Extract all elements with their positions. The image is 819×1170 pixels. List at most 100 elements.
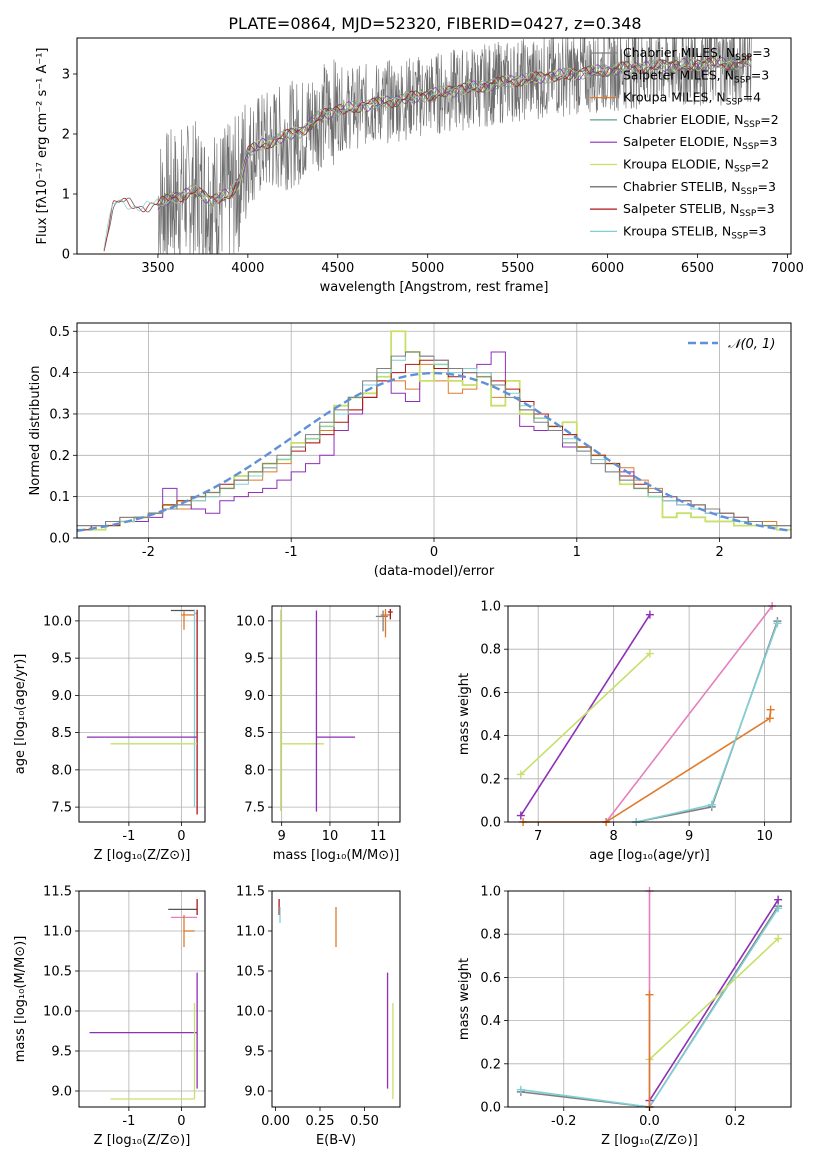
weight-marker (766, 705, 775, 714)
weight-marker (516, 1085, 525, 1094)
x-tick-label: -1 (122, 1114, 135, 1129)
legend-label: Chabrier ELODIE, NSSP=2 (623, 112, 779, 130)
x-tick-label: 4000 (231, 261, 264, 276)
x-tick-label: 11 (370, 829, 387, 844)
panel-age_vs_Z: -1 0 7.5 8.0 8.5 9.0 9.5 10.0 Z [log₁₀(Z/Z⊙)] age… (13, 605, 206, 863)
panel-residuals: -2 -1 0 1 2 0.0 0.1 0.2 0.3 0.4 0.5 (data-model)/er… (28, 322, 792, 579)
y-tick-label: 9.5 (51, 652, 72, 667)
axes-frame (78, 605, 206, 823)
y-tick-label: 0.8 (480, 928, 501, 943)
model-line-salpeter-elodie (157, 57, 752, 211)
axes-frame (271, 605, 401, 823)
plot-area-residuals (76, 330, 792, 532)
legend-label: Kroupa MILES, NSSP=4 (623, 90, 761, 108)
x-axis-label: Z [log₁₀(Z/Z⊙)] (601, 1133, 698, 1148)
axes-frame (507, 890, 792, 1108)
x-tick-label: -1 (122, 829, 135, 844)
errorbar-point (110, 1003, 196, 1100)
plot-area-spectrum (103, 38, 752, 254)
x-tick-label: 7 (534, 829, 542, 844)
errorbar-point (387, 608, 393, 620)
y-tick-label: 1.0 (480, 600, 501, 615)
y-tick-label: 0.6 (480, 971, 501, 986)
weight-marker (774, 934, 783, 943)
y-tick-label: 10.0 (236, 1005, 265, 1020)
x-tick-label: 8 (610, 829, 618, 844)
plot-area-age_vs_Z (86, 609, 198, 815)
y-tick-label: 7.5 (244, 801, 265, 816)
y-tick-label: 11.5 (236, 885, 265, 900)
y-tick-label: 11.0 (43, 925, 72, 940)
panel-spectrum: 3500 4000 4500 5000 5500 6000 6500 7000 0 1 2 3 wave… (35, 37, 804, 295)
axes-frame (507, 605, 792, 823)
weight-marker (774, 895, 783, 904)
y-tick-label: 9.0 (51, 689, 72, 704)
panel-weight_vs_Z: -0.2 0.0 0.2 0.0 0.2 0.4 0.6 0.8 1.0 Z [log₁₀(Z/Z… (457, 885, 792, 1148)
plot-area-weight_vs_Z (516, 887, 783, 1111)
weight-marker (765, 714, 774, 723)
y-tick-label: 11.5 (43, 885, 72, 900)
y-tick-label: 11.0 (236, 925, 265, 940)
x-tick-label: -1 (285, 545, 298, 560)
weight-marker (645, 649, 654, 658)
legend-label: Chabrier STELIB, NSSP=3 (623, 179, 776, 197)
weight-line-kroupa-stelib (636, 623, 779, 823)
axes-frame (78, 890, 206, 1108)
y-tick-label: 0.2 (480, 772, 501, 787)
y-axis-label: age [log₁₀(age/yr)] (13, 654, 28, 775)
y-tick-label: 0.0 (49, 532, 70, 547)
y-tick-label: 8.5 (244, 726, 265, 741)
y-tick-label: 1 (62, 188, 70, 203)
weight-line-kroupa-elodie (648, 937, 779, 1061)
y-tick-label: 10.0 (43, 1005, 72, 1020)
x-tick-label: 0.50 (350, 1114, 379, 1129)
y-axis-label: mass weight (457, 958, 472, 1040)
x-tick-label: 1 (573, 545, 581, 560)
y-tick-label: 7.5 (51, 801, 72, 816)
y-tick-label: 9.5 (244, 652, 265, 667)
x-axis-label: (data-model)/error (374, 564, 495, 579)
legend-label: Chabrier MILES, NSSP=3 (623, 45, 771, 63)
panel-weight_vs_age: 7 8 9 10 0.0 0.2 0.4 0.6 0.8 1.0 age [log₁₀(age/yr… (457, 600, 792, 863)
weight-marker (773, 619, 782, 628)
spectrum-data-line (157, 38, 752, 254)
legend-label: Salpeter MILES, NSSP=3 (623, 67, 769, 85)
x-tick-label: 0 (177, 829, 185, 844)
panel-mass_vs_ebv: 0.00 0.25 0.50 9.0 9.5 10.0 10.5 11.0 11.5 E(B-V) (236, 885, 401, 1148)
y-tick-label: 9.5 (51, 1045, 72, 1060)
y-tick-label: 9.0 (244, 1085, 265, 1100)
x-tick-label: 0.0 (639, 1114, 660, 1129)
legend-label: Kroupa STELIB, NSSP=3 (623, 223, 767, 241)
panel-age_vs_mass: 9 10 11 7.5 8.0 8.5 9.0 9.5 10.0 mass [log₁₀(M/M⊙… (236, 605, 401, 863)
weight-marker (645, 610, 654, 619)
axes-frame (271, 890, 401, 1108)
x-axis-label: Z [log₁₀(Z/Z⊙)] (94, 1133, 191, 1148)
y-tick-label: 9.0 (51, 1085, 72, 1100)
y-tick-label: 0.2 (480, 1057, 501, 1072)
plot-area-age_vs_mass (280, 608, 393, 812)
x-tick-label: 7000 (771, 261, 804, 276)
x-tick-label: 10 (756, 829, 773, 844)
x-axis-label: wavelength [Angstrom, rest frame] (320, 280, 549, 295)
x-tick-label: 5000 (411, 261, 444, 276)
errorbar-point (380, 608, 391, 638)
x-tick-label: 5500 (501, 261, 534, 276)
model-line-kroupa-stelib (103, 55, 752, 250)
weight-line-pink (605, 605, 773, 823)
y-tick-label: 8.5 (51, 726, 72, 741)
panel-mass_vs_Z: -1 0 9.0 9.5 10.0 10.5 11.0 11.5 Z [log₁₀(Z/Z⊙)]… (13, 885, 206, 1148)
y-tick-label: 0 (62, 248, 70, 263)
y-tick-label: 1.0 (480, 885, 501, 900)
x-axis-label: E(B-V) (316, 1133, 356, 1148)
spectrum-legend: Chabrier MILES, NSSP=3 Salpeter MILES, NS… (590, 45, 779, 241)
errorbar-point (183, 915, 195, 947)
y-tick-label: 0.4 (480, 729, 501, 744)
x-tick-label: 9 (278, 829, 286, 844)
figure-title: PLATE=0864, MJD=52320, FIBERID=0427, z=0… (228, 14, 641, 33)
axes-frame (76, 322, 792, 539)
plot-area-mass_vs_ebv (278, 899, 394, 1099)
weight-marker (645, 990, 654, 999)
x-tick-label: 0 (177, 1114, 185, 1129)
x-tick-label: 0.2 (725, 1114, 746, 1129)
